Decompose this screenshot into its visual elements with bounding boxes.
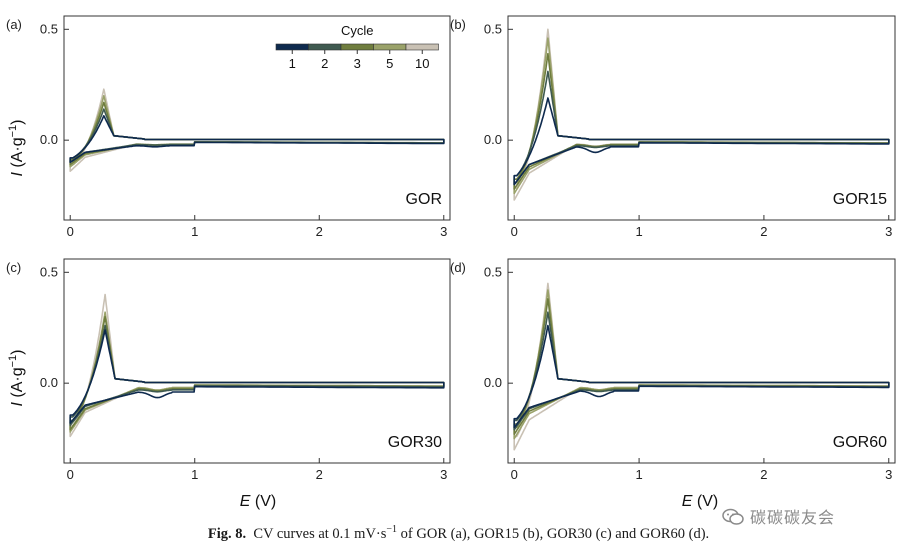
cv-curves [513, 28, 890, 201]
y-tick-label: 0.0 [484, 132, 502, 147]
y-tick-label: 0.5 [40, 21, 58, 36]
sample-name: GOR15 [833, 191, 887, 208]
cv-curve-cycle-3 [69, 315, 445, 431]
cv-curve-cycle-10 [513, 282, 890, 451]
panel-gor15: 0 1 2 3 0.0 0.5 (b) GOR15 [450, 15, 896, 239]
y-axis-label-bottom: I (A·g−1) [7, 350, 26, 407]
cv-curve-cycle-3 [69, 101, 445, 166]
cv-curve-cycle-10 [69, 293, 445, 438]
legend-label-cycle-1: 1 [289, 56, 296, 71]
sample-name: GOR60 [833, 434, 887, 451]
x-tick-label: 2 [760, 467, 767, 482]
cv-curve-cycle-10 [513, 28, 890, 201]
svg-text:I (A·g−1): I (A·g−1) [7, 120, 26, 177]
cv-curve-cycle-2 [69, 108, 445, 164]
cv-curve-cycle-1 [69, 115, 445, 164]
cycle-legend: Cycle 1 2 3 5 10 [275, 23, 439, 71]
y-tick-label: 0.5 [484, 21, 502, 36]
x-axis-label-right: E (V) [682, 493, 718, 510]
sample-name: GOR [406, 191, 442, 208]
panel-frame [507, 258, 896, 464]
legend-label-cycle-5: 5 [386, 56, 393, 71]
cv-figure: 0 1 2 3 0.0 0.5 (a) GOR 0 1 2 3 0.0 0.5 (b) GOR15 0 1 2 3 0.… [6, 15, 896, 510]
cv-curve-cycle-1 [69, 329, 445, 424]
y-tick-label: 0.0 [40, 132, 58, 147]
cv-curve-cycle-5 [513, 37, 890, 195]
cv-curve-cycle-3 [513, 298, 890, 435]
caption-label: Fig. 8. [207, 525, 247, 542]
x-tick-label: 3 [440, 224, 447, 239]
x-tick-label: 3 [885, 224, 892, 239]
cv-curve-cycle-2 [513, 311, 890, 431]
x-tick-label: 3 [885, 467, 892, 482]
cv-curve-cycle-1 [513, 97, 890, 186]
x-tick-label: 2 [316, 467, 323, 482]
legend-label-cycle-10: 10 [415, 56, 429, 71]
watermark: 碳碳碳友会 [722, 504, 835, 530]
panel-frame [63, 15, 451, 221]
figure-caption: Fig. 8. CV curves at 0.1 mV·s−1 of GOR (… [0, 524, 917, 543]
y-tick-label: 0.0 [40, 375, 58, 390]
svg-text:E (V): E (V) [240, 493, 276, 510]
cv-curves [69, 88, 445, 172]
panels-group: 0 1 2 3 0.0 0.5 (a) GOR 0 1 2 3 0.0 0.5 (b) GOR15 0 1 2 3 0.… [6, 15, 896, 482]
x-tick-label: 3 [440, 467, 447, 482]
cv-curve-cycle-2 [69, 324, 445, 427]
legend-swatch-cycle-3 [340, 43, 374, 51]
cv-curve-cycle-3 [513, 52, 890, 190]
x-tick-label: 0 [511, 467, 518, 482]
panel-label: (d) [450, 260, 466, 275]
svg-text:I (A·g−1): I (A·g−1) [7, 350, 26, 407]
cv-curves [513, 282, 890, 451]
legend-swatch-cycle-5 [373, 43, 407, 51]
panel-gor60: 0 1 2 3 0.0 0.5 (d) GOR60 [450, 258, 896, 482]
y-tick-label: 0.5 [484, 264, 502, 279]
legend-swatch-cycle-1 [275, 43, 309, 51]
caption-superscript: −1 [386, 524, 398, 535]
x-tick-label: 1 [191, 224, 198, 239]
cv-curve-cycle-2 [513, 70, 890, 186]
caption-text: CV curves at 0.1 mV·s [253, 525, 387, 542]
cv-curve-cycle-5 [513, 289, 890, 440]
cv-curve-cycle-5 [69, 311, 445, 433]
watermark-text: 碳碳碳友会 [750, 508, 836, 527]
cv-curve-cycle-10 [69, 88, 445, 172]
x-tick-label: 1 [635, 224, 642, 239]
x-tick-label: 0 [511, 224, 518, 239]
x-tick-label: 2 [760, 224, 767, 239]
legend-label-cycle-2: 2 [321, 56, 328, 71]
legend-swatch-cycle-2 [308, 43, 342, 51]
panel-frame [63, 258, 451, 464]
legend-label-cycle-3: 3 [354, 56, 361, 71]
panel-label: (c) [6, 260, 21, 275]
wechat-icon [722, 508, 744, 530]
svg-text:E (V): E (V) [682, 493, 718, 510]
caption-rest: of GOR (a), GOR15 (b), GOR30 (c) and GOR… [397, 525, 710, 542]
x-axis-label-left: E (V) [240, 493, 276, 510]
x-tick-label: 0 [67, 467, 74, 482]
panel-gor: 0 1 2 3 0.0 0.5 (a) GOR [6, 15, 451, 239]
sample-name: GOR30 [388, 434, 442, 451]
y-axis-label-top: I (A·g−1) [7, 120, 26, 177]
y-tick-label: 0.5 [40, 264, 58, 279]
cv-curves [69, 293, 445, 438]
legend-title: Cycle [341, 23, 374, 38]
x-tick-label: 1 [191, 467, 198, 482]
panel-gor30: 0 1 2 3 0.0 0.5 (c) GOR30 [6, 258, 451, 482]
panel-label: (b) [450, 17, 466, 32]
cv-curve-cycle-1 [513, 324, 890, 429]
x-tick-label: 1 [635, 467, 642, 482]
x-tick-label: 0 [67, 224, 74, 239]
panel-label: (a) [6, 17, 22, 32]
legend-swatch-cycle-10 [405, 43, 439, 51]
panel-frame [507, 15, 896, 221]
x-tick-label: 2 [316, 224, 323, 239]
cv-curve-cycle-5 [69, 95, 445, 168]
y-tick-label: 0.0 [484, 375, 502, 390]
